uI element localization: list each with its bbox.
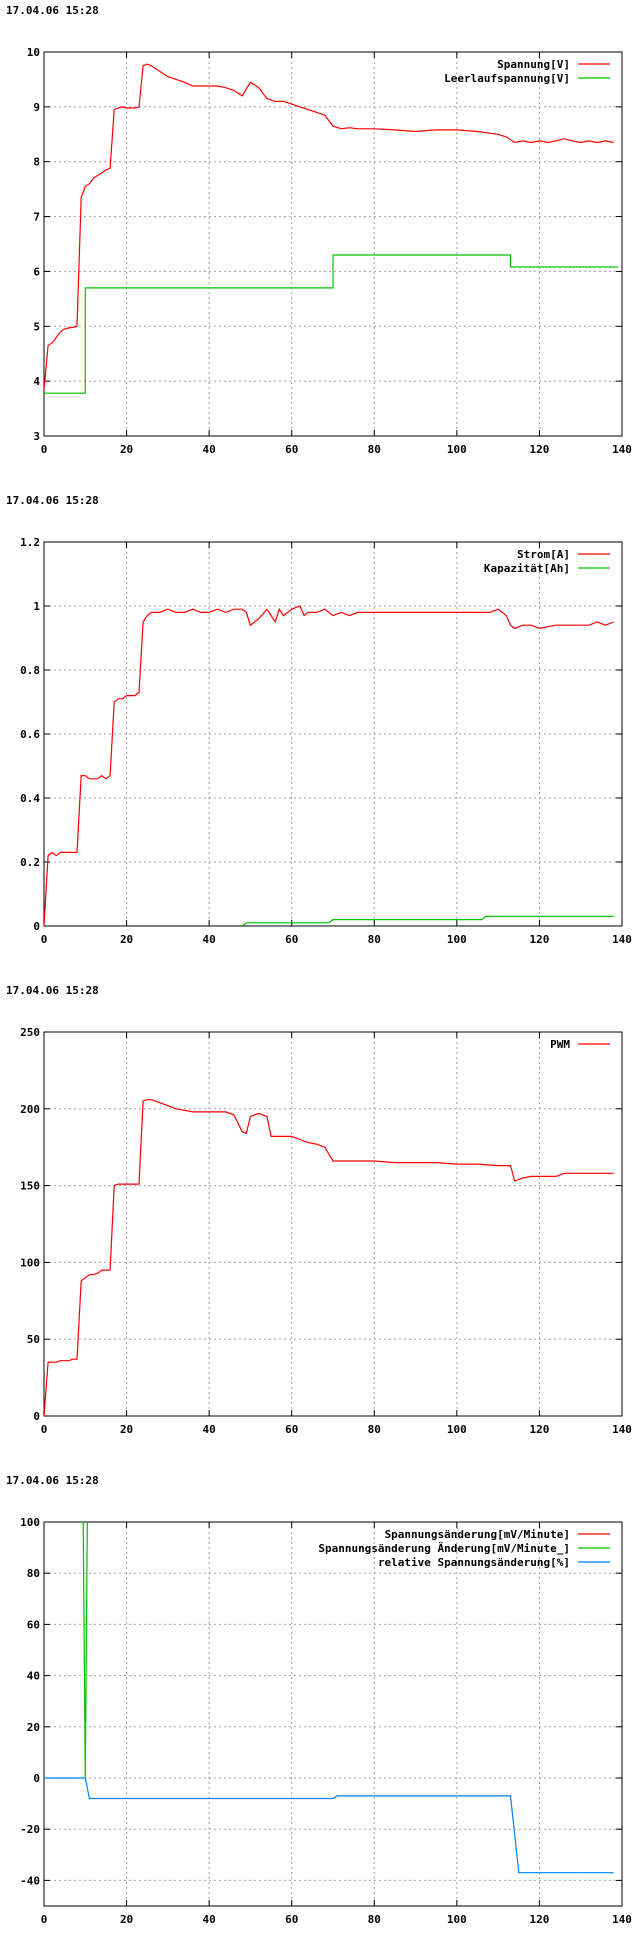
x-tick-label: 20	[120, 1423, 133, 1436]
legend-label: Strom[A]	[517, 548, 570, 561]
x-tick-label: 100	[447, 1423, 467, 1436]
y-tick-label: 40	[27, 1670, 40, 1683]
x-tick-label: 140	[612, 1423, 632, 1436]
y-tick-label: 0.2	[20, 856, 40, 869]
x-tick-label: 20	[120, 443, 133, 456]
legend-label: Leerlaufspannung[V]	[444, 72, 570, 85]
plot-frame	[43, 51, 623, 437]
x-tick-label: 100	[447, 443, 467, 456]
x-tick-label: 80	[368, 1423, 381, 1436]
chart-pwm: 17.04.06 15:28 0 20 40 60 80 100 120 140 0 50 100 1…	[0, 980, 640, 1470]
y-tick-label: 7	[33, 211, 40, 224]
x-tick-label: 120	[529, 1423, 549, 1436]
x-tick-label: 60	[285, 1423, 298, 1436]
y-tick-label: 100	[20, 1516, 40, 1529]
series-line	[44, 254, 618, 394]
timestamp: 17.04.06 15:28	[6, 984, 99, 997]
y-tick-label: -20	[20, 1823, 40, 1836]
series-line	[44, 605, 614, 926]
series-line	[241, 915, 614, 926]
legend-label: Spannungsänderung[mV/Minute]	[385, 1528, 570, 1541]
timestamp: 17.04.06 15:28	[6, 4, 99, 17]
legend-label: PWM	[550, 1038, 570, 1051]
y-tick-label: 6	[33, 265, 40, 278]
chart-svg: 0 20 40 60 80 100 120 140-40-20020406080100Span…	[20, 1516, 632, 1926]
series-line	[82, 1522, 88, 1779]
y-tick-label: 0.8	[20, 664, 40, 677]
y-tick-label: 4	[33, 375, 40, 388]
y-tick-label: 5	[33, 320, 40, 333]
legend-label: Spannungsänderung Änderung[mV/Minute_]	[318, 1541, 570, 1555]
timestamp: 17.04.06 15:28	[6, 1474, 99, 1487]
y-tick-label: 200	[20, 1103, 40, 1116]
x-tick-label: 100	[447, 933, 467, 946]
plot-frame	[43, 541, 623, 927]
chart-strom: 17.04.06 15:28 0 20 40 60 80 100 120 140 0 0.2 0.4…	[0, 490, 640, 980]
y-tick-label: 100	[20, 1256, 40, 1269]
x-tick-label: 120	[529, 933, 549, 946]
y-tick-label: 0	[33, 1772, 40, 1785]
x-tick-label: 0	[41, 933, 48, 946]
x-tick-label: 60	[285, 933, 298, 946]
chart-svg: 0 20 40 60 80 100 120 140 3 4 5 6 7 8 9 10 Spannung[V]Le…	[27, 46, 632, 456]
plot-frame	[43, 1521, 623, 1907]
series-line	[44, 63, 614, 390]
y-tick-label: 50	[27, 1333, 40, 1346]
timestamp: 17.04.06 15:28	[6, 494, 99, 507]
series-line	[44, 1098, 614, 1416]
y-tick-label: 0.6	[20, 728, 40, 741]
plot-frame	[43, 1031, 623, 1417]
y-tick-label: 9	[33, 101, 40, 114]
chart-svg: 0 20 40 60 80 100 120 140 0 0.2 0.4 0.6 0.8 1 1.2 Strom…	[20, 536, 632, 946]
legend-label: Spannung[V]	[497, 58, 570, 71]
y-tick-label: 20	[27, 1721, 40, 1734]
y-tick-label: 250	[20, 1026, 40, 1039]
x-tick-label: 40	[203, 933, 216, 946]
x-tick-label: 140	[612, 443, 632, 456]
legend-label: relative Spannungsänderung[%]	[378, 1556, 570, 1569]
y-tick-label: 10	[27, 46, 40, 59]
chart-spannungsaenderung: 17.04.06 15:28 0 20 40 60 80 100 120 140 -40 -20 0…	[0, 1470, 640, 1960]
y-tick-label: 150	[20, 1180, 40, 1193]
x-tick-label: 0	[41, 443, 48, 456]
chart-spannung: 17.04.06 15:28 0 20 40 60 80 100 120 140 3 4 5 6 7 8 9…	[0, 0, 640, 490]
y-tick-label: 1.2	[20, 536, 40, 549]
legend-label: Kapazität[Ah]	[484, 562, 570, 575]
x-tick-label: 80	[368, 443, 381, 456]
y-tick-label: 8	[33, 156, 40, 169]
y-tick-label: 0.4	[20, 792, 40, 805]
x-tick-label: 120	[529, 443, 549, 456]
x-tick-label: 60	[285, 443, 298, 456]
y-tick-label: 3	[33, 430, 40, 443]
y-tick-label: 80	[27, 1567, 40, 1580]
y-tick-label: 0	[33, 920, 40, 933]
y-tick-label: -40	[20, 1874, 40, 1887]
x-tick-label: 40	[203, 443, 216, 456]
y-tick-label: 0	[33, 1410, 40, 1423]
x-tick-label: 0	[41, 1423, 48, 1436]
x-tick-label: 20	[120, 933, 133, 946]
y-tick-label: 1	[33, 600, 40, 613]
y-tick-label: 60	[27, 1618, 40, 1631]
x-tick-label: 80	[368, 933, 381, 946]
series-line	[44, 1777, 614, 1874]
x-tick-label: 40	[203, 1423, 216, 1436]
x-tick-label: 140	[612, 933, 632, 946]
chart-svg: 0 20 40 60 80 100 120 140 0 50 100 150 200 250 PWM	[20, 1026, 632, 1436]
